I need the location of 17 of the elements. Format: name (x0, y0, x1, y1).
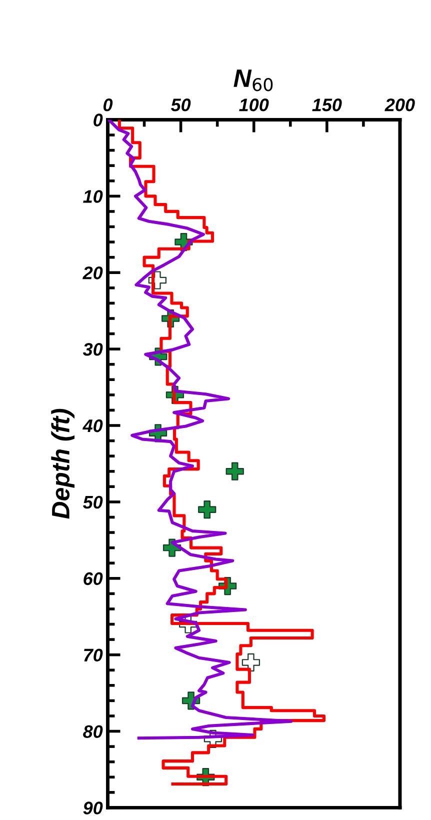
x-tick-label: 100 (239, 98, 269, 112)
x-tick-label: 200 (384, 98, 415, 112)
x-tick-label: 150 (312, 98, 342, 112)
y-tick-label: 50 (82, 496, 103, 509)
y-tick-label: 80 (83, 725, 103, 738)
y-tick-label: 60 (84, 572, 103, 586)
y-tick-label: 30 (82, 342, 103, 356)
y-axis-title: Depth (ft) (51, 408, 74, 519)
y-tick-label: 90 (83, 802, 103, 814)
y-tick-label: 10 (83, 190, 103, 203)
y-tick-label: 0 (94, 114, 103, 126)
x-tick-label: 0 (103, 98, 113, 112)
y-tick-label: 40 (82, 419, 103, 432)
y-tick-label: 70 (84, 648, 103, 662)
x-tick-label: 50 (170, 98, 191, 112)
x-axis-title: N$_{60}$ (234, 70, 273, 92)
y-tick-label: 20 (82, 266, 103, 280)
